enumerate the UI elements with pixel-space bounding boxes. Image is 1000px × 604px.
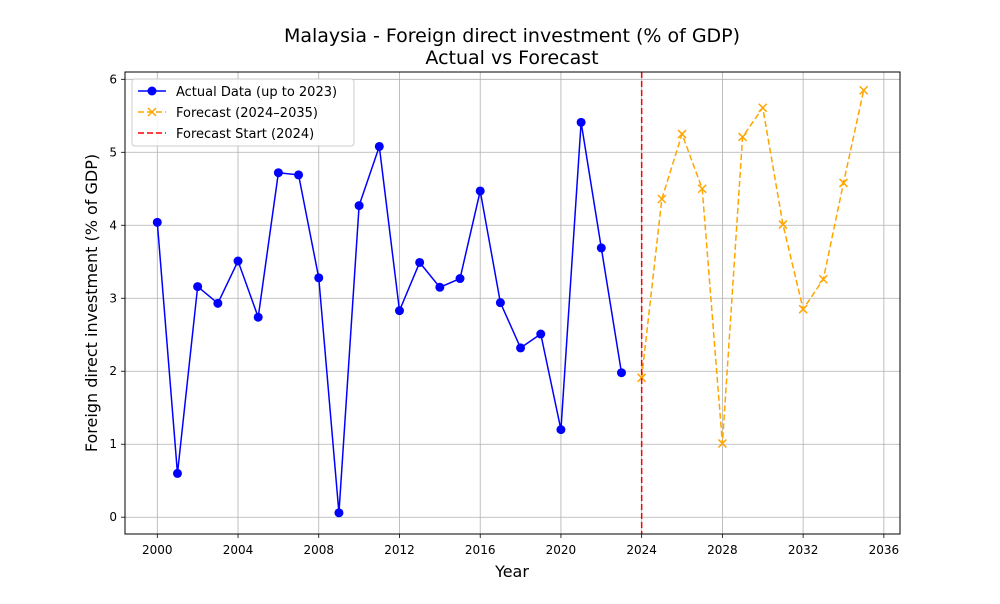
chart-title: Malaysia - Foreign direct investment (% … — [284, 25, 740, 47]
data-point — [374, 141, 384, 151]
x-tick-label: 2036 — [869, 543, 900, 557]
x-tick-label: 2000 — [142, 543, 173, 557]
y-tick-label: 5 — [109, 145, 117, 159]
data-point — [798, 304, 808, 314]
y-tick-label: 2 — [109, 364, 117, 378]
data-point — [738, 132, 748, 142]
x-tick-label: 2016 — [465, 543, 496, 557]
data-point — [556, 425, 566, 435]
y-tick-label: 0 — [109, 510, 117, 524]
data-point — [637, 373, 647, 383]
x-tick-label: 2020 — [546, 543, 577, 557]
grid — [125, 72, 900, 534]
data-point — [838, 178, 849, 188]
legend: Actual Data (up to 2023) Forecast (2024–2… — [131, 78, 355, 147]
data-point — [435, 282, 445, 292]
data-point — [859, 85, 869, 95]
x-axis-label: Year — [494, 562, 529, 581]
chart-subtitle: Actual vs Forecast — [425, 47, 598, 69]
data-point — [273, 168, 283, 178]
data-point — [394, 306, 404, 316]
series-line — [640, 90, 865, 444]
y-tick-label: 1 — [109, 437, 117, 451]
data-point — [233, 256, 243, 266]
y-tick-label: 4 — [109, 218, 117, 232]
x-tick-label: 2032 — [788, 543, 819, 557]
data-point — [415, 257, 425, 267]
data-point — [455, 274, 465, 284]
legend-label: Actual Data (up to 2023) — [176, 85, 337, 100]
data-point — [616, 368, 626, 378]
data-point — [596, 243, 606, 253]
plot-frame — [124, 71, 901, 535]
data-point — [334, 508, 344, 518]
series-line — [156, 122, 623, 513]
data-point — [475, 186, 485, 196]
data-point — [778, 220, 788, 230]
data-point — [213, 298, 223, 308]
legend-label: Forecast (2024–2035) — [176, 106, 318, 121]
data-point — [495, 298, 505, 308]
data-point — [152, 217, 162, 227]
y-axis-label: Foreign direct investment (% of GDP) — [82, 154, 101, 452]
y-tick-label: 6 — [109, 72, 117, 86]
data-point — [697, 184, 707, 194]
data-point — [147, 107, 157, 117]
legend-label: Forecast Start (2024) — [176, 127, 314, 142]
data-point — [314, 273, 324, 283]
x-tick-label: 2028 — [707, 543, 738, 557]
data-point — [677, 129, 687, 139]
y-tick-label: 3 — [109, 291, 117, 305]
data-point — [147, 86, 157, 96]
x-tick-label: 2008 — [303, 543, 334, 557]
data-point — [294, 170, 304, 180]
data-point — [536, 329, 546, 339]
data-point — [172, 468, 182, 478]
x-tick-label: 2012 — [384, 543, 415, 557]
data-point — [758, 103, 768, 113]
data-point — [516, 343, 526, 353]
data-point — [193, 282, 203, 292]
data-point — [576, 117, 586, 127]
data-point — [818, 274, 828, 284]
series — [152, 72, 869, 534]
legend-box — [131, 78, 355, 147]
data-point — [354, 201, 364, 211]
x-tick-label: 2024 — [626, 543, 657, 557]
data-point — [253, 312, 263, 322]
data-point — [717, 438, 727, 449]
x-tick-label: 2004 — [223, 543, 254, 557]
axes: 2000 2004 2008 2012 2016 2020 2024 2028 2032 2036… — [109, 72, 899, 557]
data-point — [657, 194, 667, 204]
